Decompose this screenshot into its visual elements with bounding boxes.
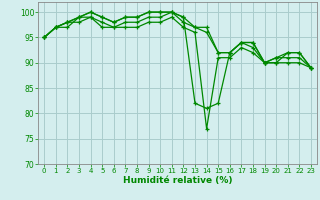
X-axis label: Humidité relative (%): Humidité relative (%)	[123, 176, 232, 185]
